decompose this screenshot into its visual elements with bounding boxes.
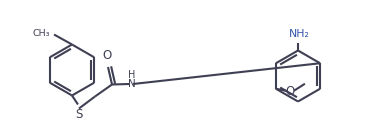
Text: O: O [285, 85, 295, 98]
Text: S: S [75, 109, 82, 121]
Text: NH₂: NH₂ [289, 29, 310, 38]
Text: N: N [128, 79, 135, 89]
Text: O: O [103, 49, 111, 62]
Text: H: H [128, 70, 135, 80]
Text: CH₃: CH₃ [33, 29, 50, 38]
